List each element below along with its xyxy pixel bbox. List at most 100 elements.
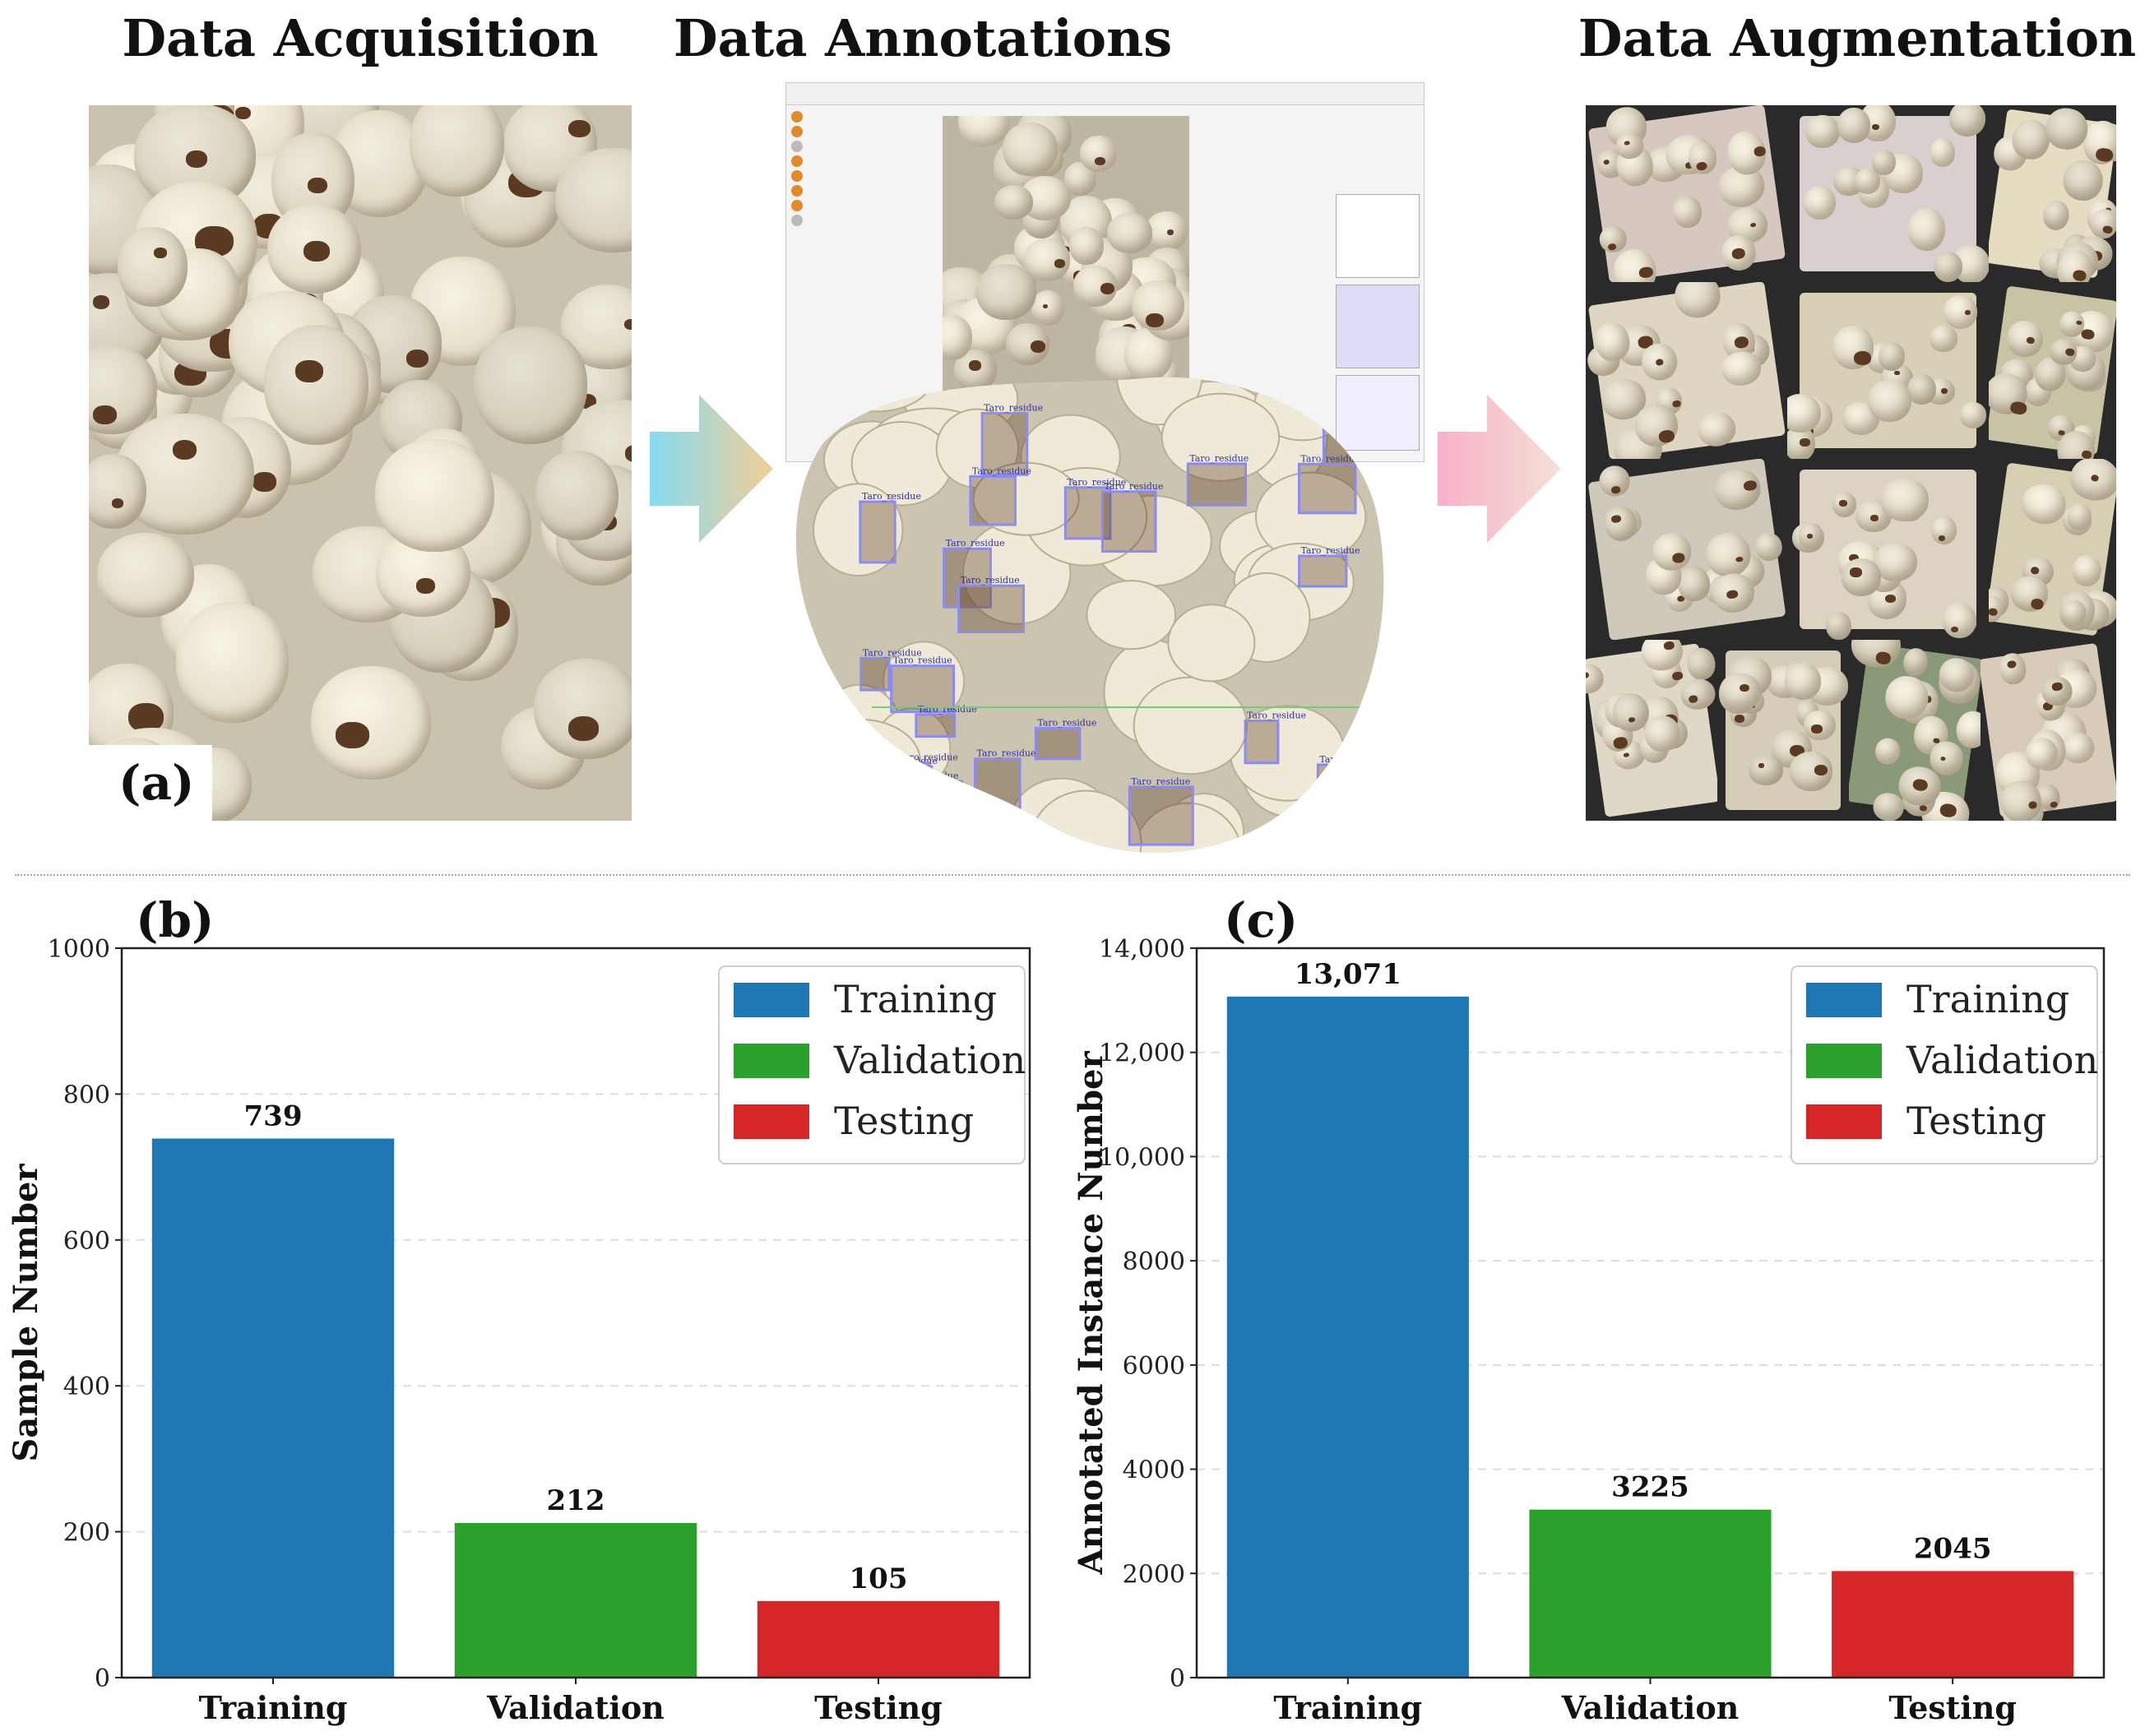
taro-tuber	[1596, 463, 1633, 499]
taro-tuber	[1803, 185, 1836, 220]
annotation-label: Taro_residue	[977, 748, 1036, 759]
taro-tuber	[1145, 211, 1188, 251]
taro-tuber	[1785, 662, 1822, 700]
taro-tuber	[266, 204, 362, 294]
taro-tuber	[1943, 295, 1977, 330]
taro-tuber	[1031, 289, 1065, 326]
bar-training	[1226, 996, 1469, 1678]
section-title-acquisition: Data Acquisition	[122, 8, 599, 68]
taro-tuber	[813, 483, 904, 577]
process-arrow-icon	[650, 395, 773, 543]
taro-tuber	[264, 324, 369, 446]
plot-frame	[120, 947, 1031, 1679]
taro-tuber	[89, 453, 146, 529]
taro-tuber	[1832, 492, 1857, 518]
taro-tuber	[1790, 752, 1833, 791]
taro-tuber	[134, 105, 256, 211]
taro-tuber	[1878, 341, 1906, 371]
y-tick-label: 600	[63, 1227, 110, 1256]
taro-tuber	[1872, 149, 1896, 175]
augmented-image-tile	[1787, 105, 1989, 282]
annotation-label: Taro_residue	[946, 538, 1005, 549]
sample-number-bar-chart: 739 Training 212 Validation 105 Testing 0 200 40…	[7, 935, 1031, 1726]
x-tick-label: Testing	[1888, 1689, 2017, 1726]
augmentation-mosaic	[1586, 105, 2116, 821]
taro-tuber	[1115, 377, 1203, 426]
y-tick-label: 0	[1170, 1664, 1185, 1693]
taro-tuber	[1959, 402, 1987, 428]
taro-tuber	[1695, 410, 1738, 449]
y-tick-label: 10,000	[1099, 1143, 1185, 1172]
taro-tuber	[1933, 251, 1962, 282]
taro-tuber	[533, 658, 632, 759]
annotation-label: Taro_residue	[984, 402, 1043, 413]
taro-tuber	[1804, 710, 1837, 740]
y-tick-label: 8000	[1123, 1248, 1185, 1276]
taro-tuber	[1873, 736, 1902, 767]
taro-tuber	[1880, 479, 1929, 521]
x-tick-label: Testing	[814, 1689, 943, 1726]
legend-label: Training	[834, 977, 997, 1021]
y-tick-label: 0	[95, 1664, 110, 1693]
annotation-box	[957, 584, 1025, 633]
annotation-label: Taro_residue	[862, 491, 921, 502]
taro-tuber	[1867, 380, 1911, 423]
y-tick-label: 1000	[48, 935, 110, 964]
annotation-box	[1128, 785, 1194, 846]
augmented-image-tile	[1717, 640, 1849, 821]
taro-tuber	[1720, 673, 1762, 711]
annotation-box	[1322, 419, 1367, 466]
taro-tuber	[374, 438, 494, 552]
annotation-box	[969, 475, 1017, 526]
taro-tuber	[943, 314, 972, 361]
annotation-box	[915, 713, 957, 738]
bar-value-label: 212	[547, 1484, 605, 1517]
taro-tuber	[1943, 603, 1976, 639]
taro-tuber	[409, 105, 505, 197]
bar-validation	[1529, 1509, 1772, 1678]
taro-tuber	[1907, 207, 1945, 252]
x-tick-label: Validation	[1561, 1689, 1740, 1726]
panel-b-label: (b)	[136, 892, 215, 948]
process-arrow-icon	[1438, 395, 1561, 543]
taro-tuber	[2068, 459, 2116, 504]
annotation-zoom-view: Taro_residueTaro_residueTaro_residueTaro…	[795, 377, 1384, 854]
annotation-label: Taro_residue	[1104, 481, 1163, 492]
annotation-label: Taro_residue	[1067, 477, 1126, 488]
taro-tuber	[1871, 791, 1906, 821]
taro-tuber	[2060, 157, 2106, 204]
augmented-image-tile	[1586, 459, 1787, 640]
y-axis-label: Sample Number	[7, 1164, 45, 1462]
taro-tuber	[799, 718, 921, 803]
bar-value-label: 739	[244, 1100, 303, 1133]
annotation-box	[1298, 554, 1348, 588]
panel-c-label: (c)	[1224, 892, 1299, 948]
annotation-label: Taro_residue	[918, 704, 977, 715]
annotation-box	[980, 411, 1029, 476]
taro-tuber	[1832, 325, 1874, 369]
legend-swatch-training	[734, 983, 809, 1017]
bar-value-label: 2045	[1914, 1532, 1992, 1565]
legend-label: Validation	[1906, 1038, 2098, 1082]
taro-tuber	[474, 326, 588, 444]
y-tick-label: 2000	[1123, 1560, 1185, 1589]
bar-testing	[1832, 1571, 2074, 1678]
annotation-tool-titlebar	[786, 83, 1424, 105]
taro-tuber	[1907, 374, 1936, 405]
acquisition-photo	[89, 105, 632, 821]
taro-tuber	[1837, 108, 1871, 143]
y-axis-label: Annotated Instance Number	[1072, 1051, 1110, 1576]
y-tick-label: 200	[63, 1519, 110, 1548]
annotation-box	[875, 765, 934, 819]
taro-tuber	[1133, 676, 1248, 775]
taro-tuber	[311, 666, 432, 780]
annotation-box	[1297, 462, 1357, 515]
taro-tuber	[1902, 646, 1930, 678]
taro-tuber	[1024, 238, 1070, 281]
taro-tuber	[1948, 105, 1986, 137]
legend-swatch-validation	[734, 1044, 809, 1078]
augmented-image-tile	[1989, 282, 2116, 459]
taro-tuber	[176, 601, 290, 724]
annotation-label: Taro_residue	[899, 752, 958, 762]
annotation-tool-sidebar	[788, 108, 806, 453]
